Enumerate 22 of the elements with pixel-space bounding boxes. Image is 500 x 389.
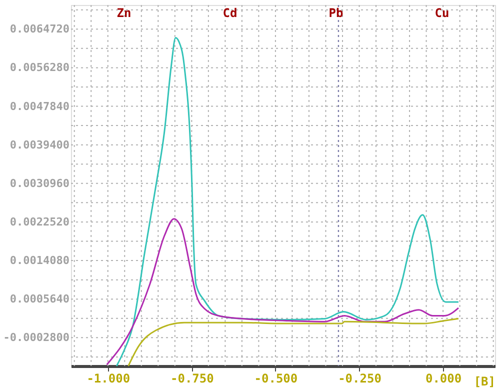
y-tick-label: 0.0014080 <box>10 254 70 268</box>
y-tick-label: 0.0005640 <box>10 292 70 306</box>
line-series <box>116 37 460 367</box>
y-tick-label: 0.0056280 <box>10 61 70 74</box>
annotation: Cu <box>434 6 450 20</box>
x-tick-label: -0.750 <box>170 372 214 386</box>
y-tick-label: 0.0022520 <box>10 215 70 228</box>
x-axis-title: [B] <box>474 374 496 388</box>
y-tick-label: 0.0047840 <box>10 100 70 113</box>
y-tick-label: 0.0030960 <box>10 176 70 190</box>
x-tick-label: 0.000 <box>425 372 462 386</box>
line-series <box>106 218 460 366</box>
x-tick-label: -0.500 <box>254 372 298 386</box>
annotation: Cd <box>222 6 238 20</box>
y-tick-label: -0.0002800 <box>3 331 70 344</box>
y-tick-label: 0.0064720 <box>10 22 70 36</box>
line-series <box>128 318 460 367</box>
annotation: Zn <box>116 6 132 20</box>
y-tick-label: 0.0039400 <box>10 138 70 152</box>
x-tick-label: -1.000 <box>86 372 130 386</box>
annotation: Pb <box>328 6 344 20</box>
x-tick-label: -0.250 <box>338 372 382 386</box>
